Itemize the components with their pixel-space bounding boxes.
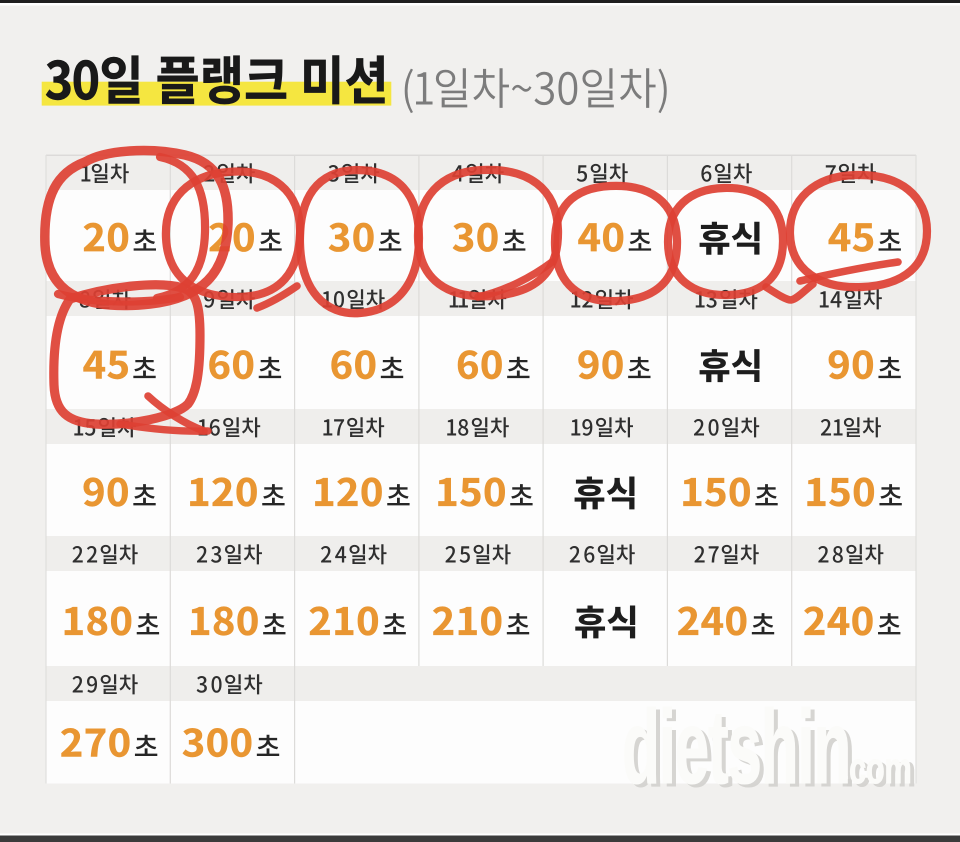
- svg-text:dietshin: dietshin: [626, 693, 854, 810]
- svg-text:dietshin: dietshin: [622, 689, 850, 806]
- svg-text:.com: .com: [845, 748, 915, 797]
- svg-text:.com: .com: [841, 745, 911, 794]
